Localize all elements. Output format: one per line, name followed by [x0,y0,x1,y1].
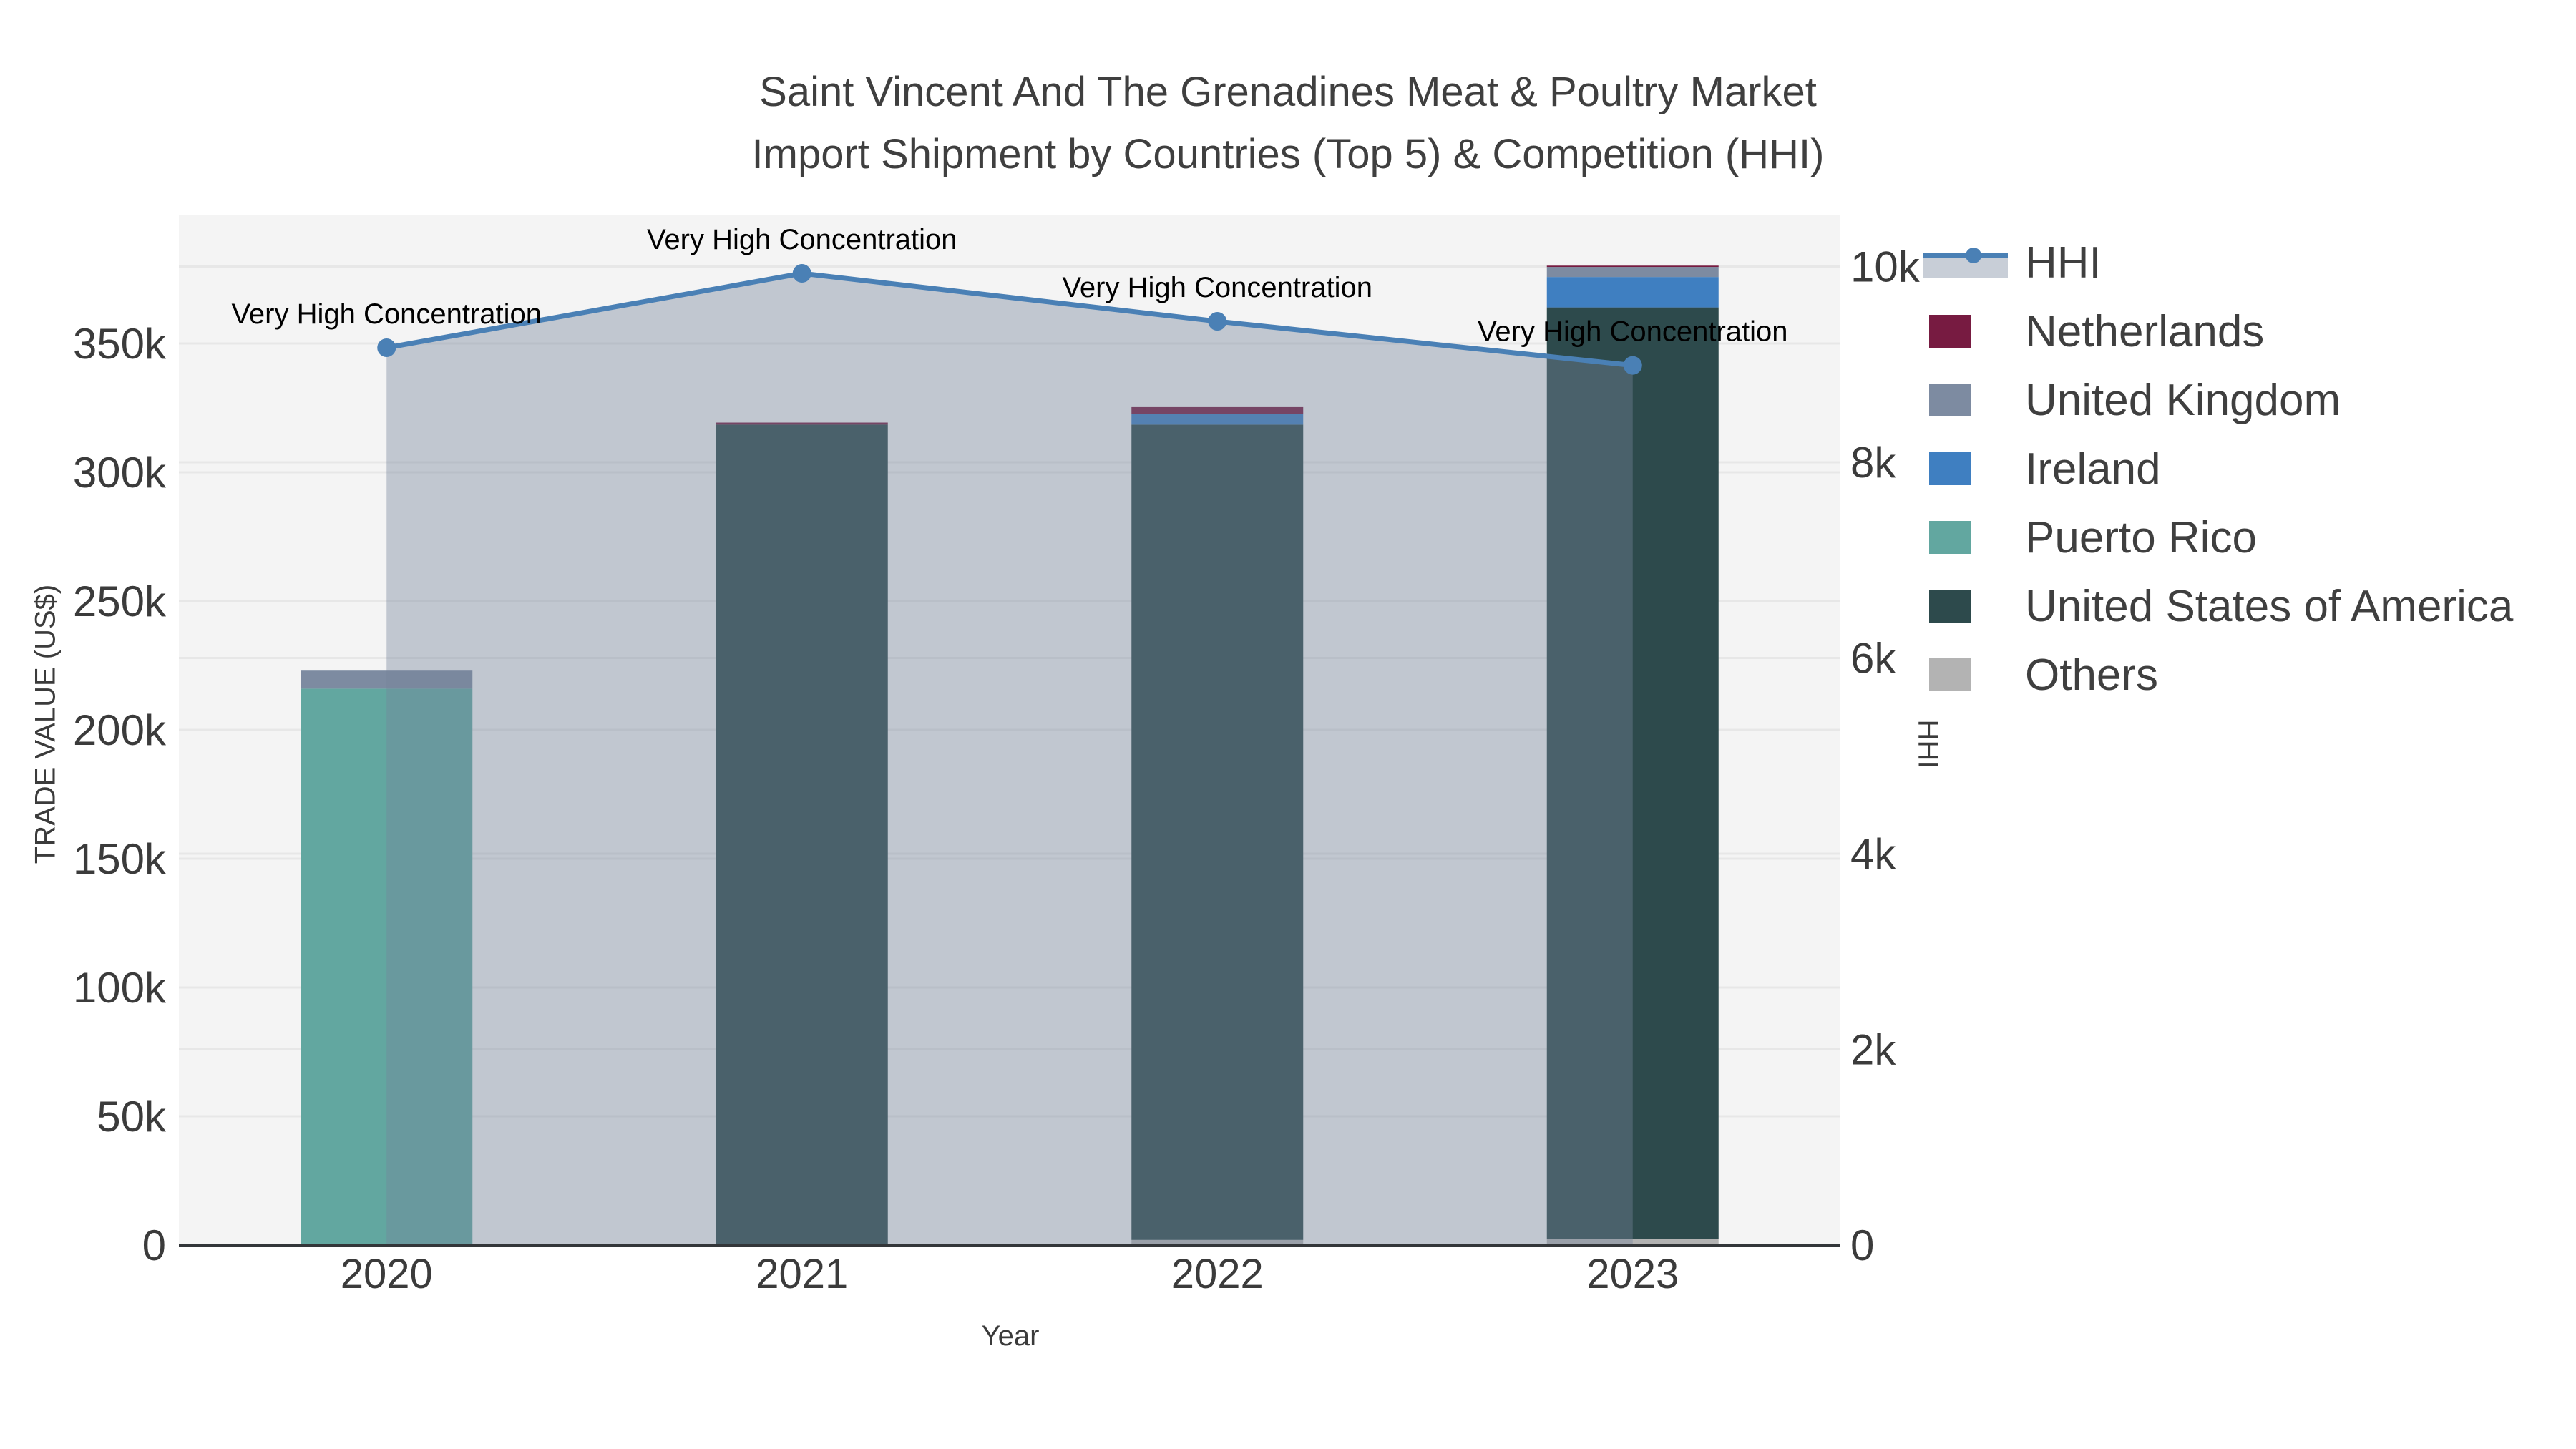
left-tick-200k: 200k [73,706,167,754]
right-axis-title: HHI [1912,719,1944,769]
bar-segment-united-states-of-america-2022[interactable] [1131,424,1304,1240]
left-tick-250k: 250k [73,577,167,625]
hhi-point-2023[interactable] [1623,356,1642,375]
x-axis-line [179,1244,1840,1247]
left-tick-350k: 350k [73,320,167,368]
legend-label: HHI [2025,238,2102,288]
right-tick-0: 0 [1850,1221,1874,1269]
legend-swatch-icon [1922,384,2014,416]
bar-segment-netherlands-2023[interactable] [1546,265,1719,268]
right-tick-2k: 2k [1850,1025,1896,1073]
annotation-2020: Very High Concentration [231,298,542,330]
legend-label: United Kingdom [2025,375,2341,425]
legend-item-netherlands[interactable]: Netherlands [1922,297,2513,366]
legend-item-others[interactable]: Others [1922,640,2513,709]
annotation-2022: Very High Concentration [1062,272,1372,303]
right-tick-4k: 4k [1850,830,1896,878]
left-tick-300k: 300k [73,449,167,497]
hhi-point-2020[interactable] [377,338,396,357]
legend-item-hhi[interactable]: HHI [1922,228,2513,297]
right-tick-6k: 6k [1850,634,1896,682]
legend-label: Netherlands [2025,306,2265,356]
bar-segment-united-kingdom-2023[interactable] [1546,267,1719,278]
legend-swatch-icon [1922,452,2014,485]
x-tick-2022: 2022 [1171,1251,1264,1297]
bar-segment-others-2022[interactable] [1131,1239,1304,1245]
legend-swatch-icon [1922,521,2014,554]
bar-segment-ireland-2023[interactable] [1546,277,1719,308]
left-tick-50k: 50k [97,1093,167,1141]
chart-title-line2: Import Shipment by Countries (Top 5) & C… [751,131,1825,177]
bar-segment-ireland-2022[interactable] [1131,414,1304,425]
legend-swatch-icon [1922,590,2014,623]
annotation-2023: Very High Concentration [1478,316,1788,348]
bar-segment-united-kingdom-2020[interactable] [301,670,473,689]
legend-label: United States of America [2025,581,2514,631]
left-axis-title: TRADE VALUE (US$) [29,584,62,864]
legend: HHI Netherlands United Kingdom Ireland Puert… [1922,228,2513,709]
bar-segment-netherlands-2022[interactable] [1131,406,1304,414]
legend-label: Others [2025,650,2159,700]
annotation-2021: Very High Concentration [647,224,957,255]
right-tick-10k: 10k [1850,243,1921,291]
bar-segment-united-states-of-america-2021[interactable] [716,424,888,1245]
legend-item-ireland[interactable]: Ireland [1922,434,2513,503]
hhi-band-area [386,273,1633,1245]
left-tick-150k: 150k [73,835,167,883]
hhi-point-2021[interactable] [792,264,811,283]
legend-item-united-kingdom[interactable]: United Kingdom [1922,366,2513,434]
legend-label: Puerto Rico [2025,512,2257,562]
x-tick-2023: 2023 [1586,1251,1679,1297]
x-tick-2020: 2020 [341,1251,433,1297]
bar-segment-netherlands-2021[interactable] [716,422,888,425]
left-tick-100k: 100k [73,964,167,1012]
legend-swatch-icon [1922,658,2014,691]
x-tick-2021: 2021 [756,1251,848,1297]
bar-segment-puerto-rico-2020[interactable] [301,688,473,1245]
chart-title-line1: Saint Vincent And The Grenadines Meat & … [759,69,1817,115]
hhi-line-swatch-icon [1922,246,2014,279]
hhi-point-2022[interactable] [1208,312,1227,331]
bar-segment-others-2023[interactable] [1546,1239,1719,1245]
bar-segment-united-states-of-america-2023[interactable] [1546,307,1719,1239]
hhi-line [386,270,1634,369]
legend-swatch-icon [1922,315,2014,348]
legend-item-puerto-rico[interactable]: Puerto Rico [1922,503,2513,572]
legend-item-united-states-of-america[interactable]: United States of America [1922,572,2513,640]
x-axis-title: Year [981,1320,1040,1352]
chart-title: Saint Vincent And The Grenadines Meat & … [0,61,2576,185]
left-tick-0: 0 [142,1221,166,1269]
legend-label: Ireland [2025,444,2161,494]
right-tick-8k: 8k [1850,439,1896,487]
